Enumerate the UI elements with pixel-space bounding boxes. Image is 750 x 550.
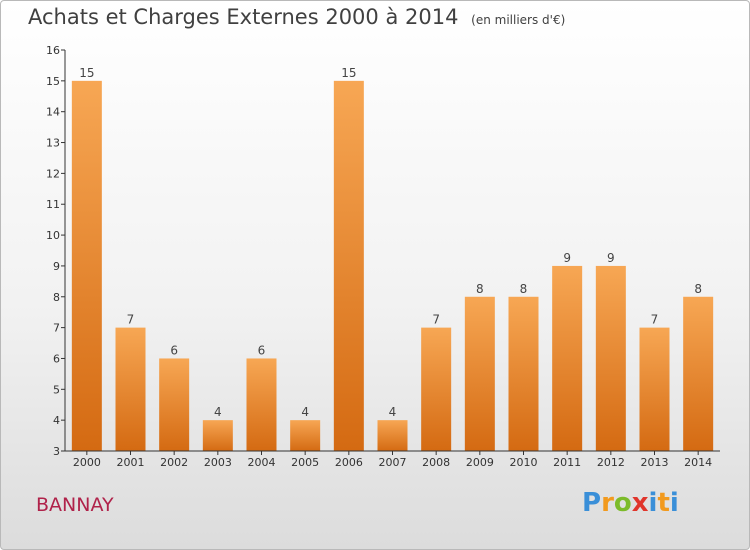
y-tick-label: 4 <box>53 414 60 427</box>
bar-2003 <box>202 420 233 451</box>
x-tick-label: 2014 <box>684 456 712 469</box>
bar-2004 <box>246 358 277 451</box>
bar-2005 <box>290 420 321 451</box>
y-tick-label: 16 <box>46 44 60 57</box>
y-tick-label: 11 <box>46 198 60 211</box>
x-tick-label: 2003 <box>204 456 232 469</box>
data-label-2000: 15 <box>79 66 94 80</box>
y-tick-label: 14 <box>46 106 60 119</box>
x-tick-label: 2001 <box>117 456 145 469</box>
bar-2008 <box>421 327 452 451</box>
bar-2000 <box>71 80 102 451</box>
bar-2009 <box>464 296 495 451</box>
y-tick-label: 13 <box>46 137 60 150</box>
x-tick-label: 2013 <box>641 456 669 469</box>
y-tick-label: 15 <box>46 75 60 88</box>
x-tick-label: 2010 <box>510 456 538 469</box>
bar-2013 <box>639 327 670 451</box>
y-tick-label: 7 <box>53 322 60 335</box>
data-label-2002: 6 <box>170 343 178 357</box>
data-label-2006: 15 <box>341 66 356 80</box>
data-label-2012: 9 <box>607 251 615 265</box>
bar-2014 <box>683 296 714 451</box>
data-label-2007: 4 <box>389 405 397 419</box>
x-tick-label: 2012 <box>597 456 625 469</box>
data-label-2014: 8 <box>694 282 702 296</box>
bar-2012 <box>595 265 626 451</box>
y-tick-label: 9 <box>53 260 60 273</box>
chart-title: Achats et Charges Externes 2000 à 2014 (… <box>28 5 565 29</box>
y-tick-label: 5 <box>53 383 60 396</box>
y-tick-label: 8 <box>53 291 60 304</box>
data-label-2008: 7 <box>432 313 440 327</box>
data-label-2011: 9 <box>563 251 571 265</box>
x-tick-label: 2002 <box>160 456 188 469</box>
data-label-2009: 8 <box>476 282 484 296</box>
x-tick-label: 2000 <box>73 456 101 469</box>
chart-title-text: Achats et Charges Externes 2000 à 2014 <box>28 5 459 29</box>
x-tick-label: 2004 <box>248 456 276 469</box>
x-tick-label: 2009 <box>466 456 494 469</box>
bar-2002 <box>159 358 190 451</box>
x-tick-label: 2006 <box>335 456 363 469</box>
y-tick-label: 6 <box>53 352 60 365</box>
data-label-2003: 4 <box>214 405 222 419</box>
x-tick-label: 2005 <box>291 456 319 469</box>
bar-2006 <box>333 80 364 451</box>
y-tick-label: 3 <box>53 445 60 458</box>
proxiti-logo[interactable]: Proxiti <box>582 488 679 518</box>
bar-2007 <box>377 420 408 451</box>
y-tick-label: 12 <box>46 167 60 180</box>
bar-2010 <box>508 296 539 451</box>
data-label-2005: 4 <box>301 405 309 419</box>
bar-2011 <box>552 265 583 451</box>
data-label-2001: 7 <box>127 313 135 327</box>
x-tick-label: 2008 <box>422 456 450 469</box>
data-label-2010: 8 <box>520 282 528 296</box>
data-label-2004: 6 <box>258 343 266 357</box>
bar-2001 <box>115 327 146 451</box>
x-tick-label: 2007 <box>379 456 407 469</box>
chart-subtitle: (en milliers d'€) <box>471 13 566 27</box>
x-tick-label: 2011 <box>553 456 581 469</box>
data-label-2013: 7 <box>651 313 659 327</box>
y-tick-label: 10 <box>46 229 60 242</box>
location-name: BANNAY <box>36 494 114 516</box>
